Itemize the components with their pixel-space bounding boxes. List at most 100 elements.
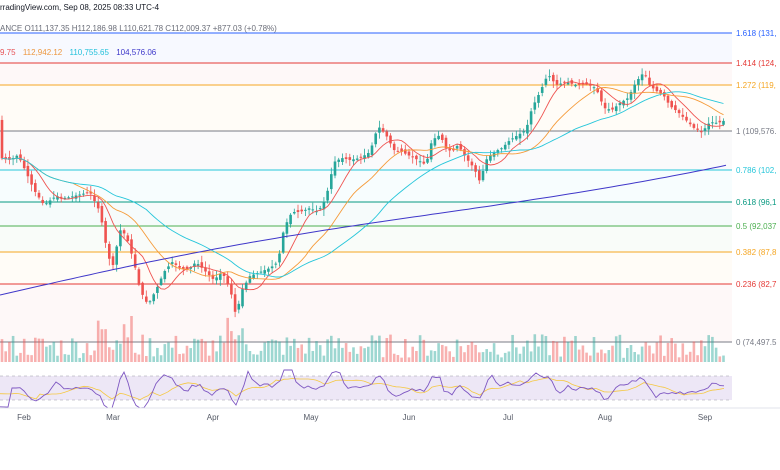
volume-bar bbox=[718, 356, 722, 362]
x-axis-label: Feb bbox=[17, 413, 31, 422]
candle-body bbox=[115, 246, 118, 265]
volume-bar bbox=[433, 351, 437, 362]
volume-bar bbox=[644, 342, 648, 362]
volume-bar bbox=[274, 340, 278, 362]
candle-body bbox=[714, 122, 718, 124]
candle-body bbox=[418, 161, 422, 163]
volume-bar bbox=[492, 343, 496, 362]
volume-bar bbox=[193, 338, 196, 362]
volume-bar bbox=[655, 342, 659, 362]
fib-zone bbox=[0, 284, 732, 342]
volume-bar bbox=[651, 353, 655, 362]
candle-body bbox=[563, 81, 566, 83]
candle-body bbox=[293, 212, 296, 214]
candle-body bbox=[193, 263, 196, 267]
candle-body bbox=[152, 294, 155, 302]
candle-body bbox=[522, 131, 525, 133]
fib-level-label: 1.414 (124, bbox=[736, 59, 776, 68]
volume-bar bbox=[337, 338, 340, 362]
fib-level-label: 0.786 (102, bbox=[736, 166, 776, 175]
volume-bar bbox=[200, 338, 204, 362]
volume-bar bbox=[585, 352, 588, 362]
volume-bar bbox=[703, 346, 707, 362]
candle-body bbox=[685, 116, 688, 121]
volume-bar bbox=[152, 356, 155, 362]
candle-body bbox=[82, 193, 85, 195]
volume-bar bbox=[533, 334, 537, 362]
volume-bar bbox=[714, 347, 718, 362]
volume-bar bbox=[111, 349, 115, 362]
candle-body bbox=[614, 106, 618, 112]
volume-bar bbox=[511, 334, 514, 362]
volume-bar bbox=[466, 344, 470, 362]
volume-bar bbox=[429, 350, 433, 362]
candle-body bbox=[496, 150, 500, 154]
candle-body bbox=[8, 157, 11, 160]
candle-body bbox=[629, 92, 633, 100]
candle-body bbox=[41, 199, 44, 204]
candle-body bbox=[89, 191, 93, 194]
volume-bar bbox=[622, 357, 625, 362]
candle-body bbox=[411, 156, 414, 158]
volume-bar bbox=[185, 345, 189, 362]
volume-bar bbox=[640, 346, 644, 362]
volume-bar bbox=[163, 344, 167, 362]
volume-bar bbox=[422, 339, 426, 362]
ma-value-slow: 110,755.65 bbox=[69, 48, 109, 57]
candle-body bbox=[15, 155, 19, 159]
chart-header-ohlc: ANCE O111,137.35 H112,186.98 L110,621.78… bbox=[0, 24, 282, 33]
candle-body bbox=[555, 79, 559, 85]
volume-bar bbox=[563, 336, 566, 362]
volume-bar bbox=[481, 352, 485, 362]
candle-body bbox=[263, 270, 266, 274]
candle-body bbox=[455, 146, 459, 149]
volume-bar bbox=[59, 340, 63, 362]
volume-bar bbox=[607, 350, 611, 362]
volume-bar bbox=[503, 352, 507, 362]
volume-bar bbox=[248, 350, 252, 362]
x-axis-label: Apr bbox=[207, 413, 220, 422]
volume-bar bbox=[56, 355, 59, 362]
candle-body bbox=[611, 107, 614, 110]
candle-body bbox=[500, 148, 503, 150]
candle-body bbox=[433, 138, 437, 146]
volume-bar bbox=[156, 347, 159, 362]
candle-body bbox=[688, 122, 692, 125]
candle-body bbox=[126, 235, 130, 242]
candle-body bbox=[270, 266, 274, 269]
volume-bar bbox=[359, 346, 363, 362]
candle-body bbox=[607, 109, 611, 111]
volume-bar bbox=[455, 339, 459, 362]
volume-bar bbox=[141, 334, 144, 362]
ohlc-values: ANCE O111,137.35 H112,186.98 L110,621.78… bbox=[0, 24, 277, 33]
volume-bar bbox=[167, 342, 170, 362]
candle-body bbox=[637, 79, 640, 85]
candle-body bbox=[34, 183, 37, 192]
volume-bar bbox=[52, 341, 56, 362]
candle-body bbox=[93, 195, 96, 201]
candle-body bbox=[163, 271, 167, 280]
volume-bar bbox=[82, 353, 85, 362]
candle-body bbox=[389, 135, 392, 144]
volume-bar bbox=[441, 344, 444, 362]
candle-body bbox=[429, 143, 433, 160]
fib-level-label: 1.272 (119, bbox=[736, 81, 776, 90]
candle-body bbox=[385, 131, 389, 137]
volume-bar bbox=[478, 352, 481, 362]
candle-body bbox=[618, 103, 622, 106]
candle-body bbox=[466, 155, 470, 161]
candle-body bbox=[219, 273, 222, 280]
volume-bar bbox=[8, 342, 11, 362]
volume-bar bbox=[570, 340, 574, 362]
volume-bar bbox=[681, 343, 685, 362]
candle-body bbox=[252, 274, 255, 279]
volume-bar bbox=[448, 351, 451, 362]
candle-body bbox=[441, 134, 444, 140]
x-axis: Feb Mar Apr May Jun Jul Aug Sep bbox=[0, 407, 780, 422]
x-axis-label: May bbox=[303, 413, 318, 422]
volume-bar bbox=[318, 345, 322, 362]
volume-bar bbox=[589, 355, 592, 362]
candle-body bbox=[481, 171, 485, 181]
volume-bar bbox=[552, 340, 555, 362]
